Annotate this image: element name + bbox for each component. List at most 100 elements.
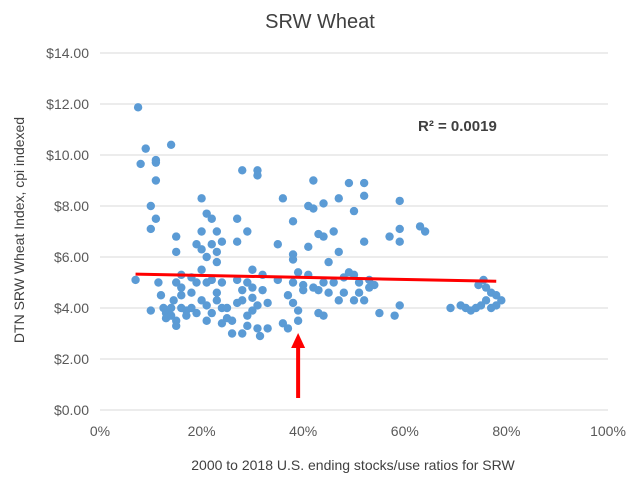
chart-title: SRW Wheat [265, 11, 375, 33]
data-point [192, 278, 201, 287]
data-point [319, 311, 328, 320]
gridlines [100, 52, 608, 411]
data-point [238, 285, 247, 295]
data-point [243, 311, 252, 320]
data-point [197, 296, 206, 305]
data-point [136, 159, 145, 169]
data-point [169, 296, 178, 305]
data-point [283, 324, 293, 333]
data-point [288, 255, 298, 264]
data-point [192, 308, 201, 318]
data-point [238, 296, 247, 305]
data-point [319, 199, 328, 208]
data-point [232, 275, 242, 285]
y-tick-label: $12.00 [46, 96, 89, 112]
data-point [395, 224, 404, 234]
data-point [334, 296, 343, 305]
data-point [217, 319, 227, 328]
data-point [344, 178, 354, 188]
x-tick-label: 20% [188, 423, 216, 439]
data-point [415, 222, 425, 231]
data-point [227, 316, 237, 325]
data-point [156, 291, 166, 300]
data-point [354, 288, 364, 297]
data-point [273, 240, 282, 249]
data-point [222, 303, 232, 313]
data-point [212, 257, 222, 267]
data-point [319, 232, 328, 241]
data-point [293, 268, 303, 277]
data-point [232, 214, 242, 223]
data-point [359, 237, 369, 246]
data-point [248, 283, 257, 292]
data-point [258, 285, 267, 295]
data-point [151, 158, 161, 167]
data-points [131, 103, 506, 341]
data-point [492, 291, 501, 300]
x-tick-label: 0% [90, 423, 110, 439]
x-tick-label: 40% [289, 423, 317, 439]
data-point [385, 232, 394, 241]
data-point [481, 296, 491, 305]
data-point [207, 275, 216, 285]
y-axis-label: DTN SRW Wheat Index, cpi indexed [11, 117, 27, 343]
data-point [349, 296, 359, 305]
data-point [476, 301, 486, 310]
data-point [349, 206, 359, 216]
data-point [395, 237, 404, 246]
data-point [197, 194, 206, 203]
data-point [314, 285, 323, 295]
data-point [197, 245, 206, 254]
data-point [334, 247, 343, 257]
data-point [166, 140, 176, 149]
data-point [243, 321, 252, 331]
data-point [474, 280, 483, 290]
data-point [212, 288, 222, 297]
data-point [232, 237, 242, 246]
y-tick-label: $14.00 [46, 45, 89, 61]
data-point [187, 303, 196, 313]
data-point [324, 257, 333, 267]
data-point [370, 280, 379, 290]
data-point [154, 278, 163, 287]
data-point [217, 237, 227, 246]
data-point [497, 296, 506, 305]
data-point [202, 209, 211, 218]
data-point [212, 227, 222, 236]
data-point [248, 293, 257, 302]
x-tick-labels: 0% 20% 40% 60% 80% 100% [90, 423, 626, 439]
y-tick-label: $6.00 [54, 249, 89, 265]
data-point [217, 278, 227, 287]
data-point [141, 144, 150, 153]
data-point [309, 176, 318, 185]
data-point [227, 329, 237, 338]
y-tick-label: $4.00 [54, 300, 89, 316]
x-tick-label: 100% [590, 423, 626, 439]
arrow-annotation [291, 333, 306, 398]
data-point [133, 103, 143, 112]
data-point [253, 301, 262, 310]
data-point [172, 278, 181, 287]
data-point [238, 166, 247, 175]
data-point [248, 306, 257, 315]
data-point [207, 240, 216, 249]
data-point [202, 252, 211, 262]
data-point [177, 283, 186, 292]
data-point [334, 194, 343, 203]
data-point [243, 278, 252, 287]
data-point [151, 214, 161, 223]
data-point [187, 288, 196, 297]
data-point [492, 301, 501, 310]
data-point [359, 178, 369, 188]
data-point [197, 227, 206, 236]
data-point [177, 291, 186, 300]
data-point [253, 171, 262, 180]
data-point [339, 288, 349, 297]
data-point [329, 278, 338, 287]
data-point [166, 311, 176, 320]
data-point [293, 316, 303, 325]
y-tick-label: $10.00 [46, 147, 89, 163]
data-point [299, 285, 308, 295]
data-point [354, 278, 364, 287]
